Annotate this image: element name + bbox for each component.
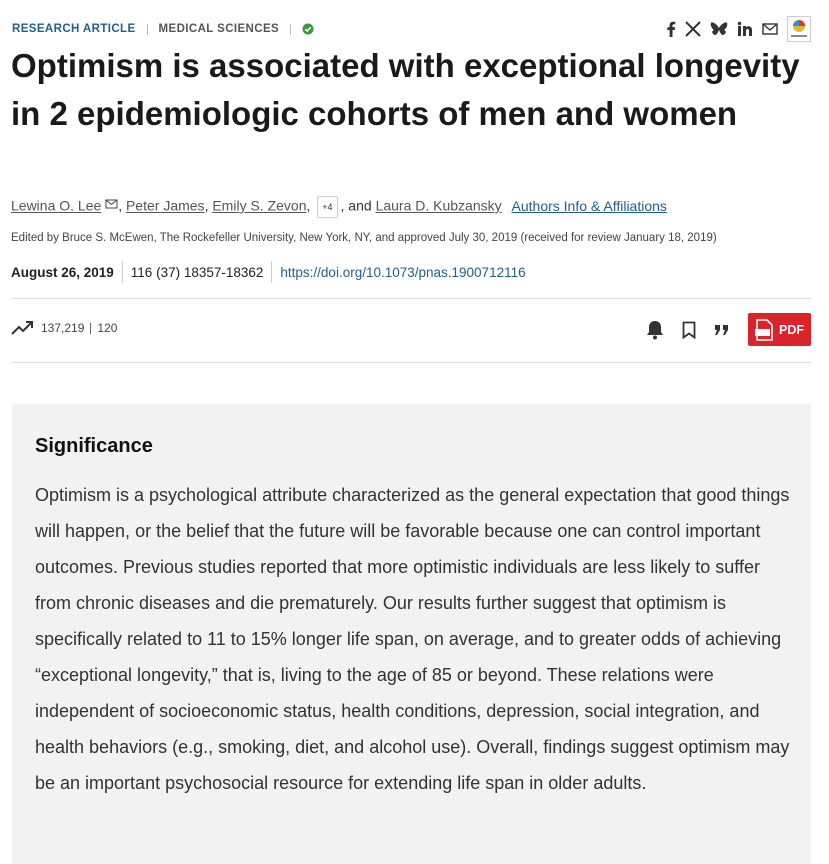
divider: [271, 261, 273, 283]
publication-date: August 26, 2019: [11, 264, 114, 280]
bluesky-icon[interactable]: [710, 21, 728, 37]
x-icon[interactable]: [685, 21, 701, 37]
author[interactable]: Emily S. Zevon: [212, 197, 307, 214]
more-authors[interactable]: +4: [317, 196, 338, 218]
alert-icon[interactable]: [646, 320, 664, 340]
trend-icon: [11, 321, 33, 335]
significance-heading: Significance: [35, 435, 153, 457]
conjunction: , and: [340, 197, 372, 214]
pdf-icon: [755, 318, 773, 341]
separator: [146, 23, 148, 35]
pdf-button[interactable]: PDF: [748, 313, 811, 346]
divider: [11, 362, 811, 363]
significance-text: Optimism is a psychological attribute ch…: [35, 485, 790, 793]
pdf-label: PDF: [779, 322, 804, 337]
significance-box: Significance Optimism is a psychological…: [12, 404, 811, 864]
separator: ,: [204, 197, 209, 214]
article-title: Optimism is associated with exceptional …: [11, 47, 800, 132]
check-icon: [302, 23, 314, 35]
author[interactable]: Lewina O. Lee: [11, 197, 102, 214]
divider: [121, 261, 123, 283]
separator: [290, 23, 292, 35]
divider: [11, 298, 811, 299]
bookmark-icon[interactable]: [682, 321, 696, 339]
publication-info: August 26, 2019 116 (37) 18357-18362 htt…: [11, 261, 526, 283]
crossmark-icon[interactable]: [787, 16, 811, 42]
separator: ,: [306, 197, 311, 214]
separator: ,: [118, 197, 123, 214]
author[interactable]: Peter James: [125, 197, 205, 214]
category[interactable]: RESEARCH ARTICLE: [12, 23, 136, 35]
divider: [90, 322, 92, 334]
byline: Lewina O. Lee , Peter James, Emily S. Ze…: [11, 196, 667, 218]
authors-info-link[interactable]: Authors Info & Affiliations: [511, 197, 667, 214]
views: 137,219: [41, 321, 85, 335]
author[interactable]: Laura D. Kubzansky: [375, 197, 502, 214]
citation: 116 (37) 18357-18362: [130, 264, 264, 280]
subject[interactable]: MEDICAL SCIENCES: [158, 23, 280, 35]
share-icons: [666, 16, 811, 42]
metrics[interactable]: 137,219 120: [11, 320, 117, 336]
actions: PDF: [646, 313, 811, 346]
email-icon[interactable]: [105, 199, 118, 209]
linkedin-icon[interactable]: [737, 21, 753, 37]
edited-by: Edited by Bruce S. McEwen, The Rockefell…: [11, 232, 717, 244]
email-icon[interactable]: [762, 23, 778, 35]
doi-link[interactable]: https://doi.org/10.1073/pnas.1900712116: [280, 264, 526, 280]
article-header: RESEARCH ARTICLE MEDICAL SCIENCES: [12, 16, 811, 42]
cite-icon[interactable]: [714, 324, 730, 336]
facebook-icon[interactable]: [666, 21, 676, 37]
citations: 120: [97, 321, 118, 335]
